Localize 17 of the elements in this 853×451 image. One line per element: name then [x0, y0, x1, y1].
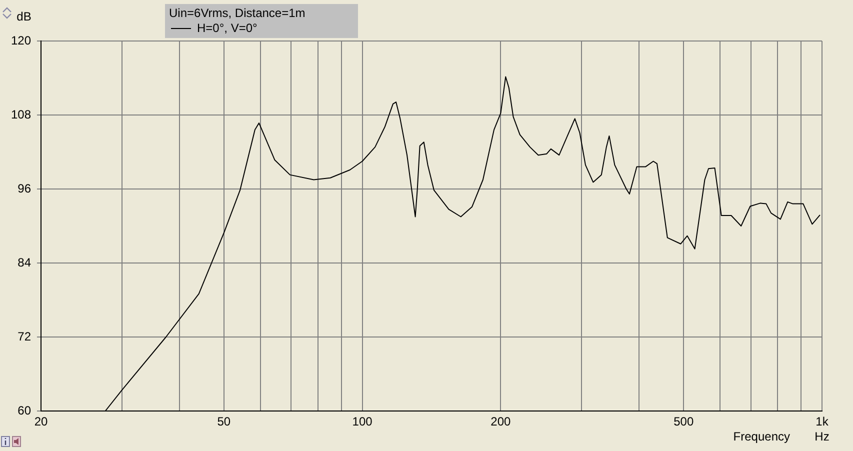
- y-tick-label: 108: [10, 107, 32, 122]
- y-tick-label: 60: [18, 403, 32, 418]
- x-axis-title: Frequency: [733, 429, 790, 444]
- y-tick-label: 96: [18, 181, 32, 196]
- x-tick-label: 200: [490, 414, 512, 429]
- x-tick-label: 500: [674, 414, 694, 429]
- x-tick-label: 20: [34, 414, 48, 429]
- x-tick-label: 100: [352, 414, 373, 429]
- y-tick-label: 84: [18, 255, 32, 270]
- y-axis-title: dB: [16, 9, 32, 24]
- y-tick-label: 120: [10, 33, 32, 48]
- x-tick-label: 1k: [816, 414, 830, 429]
- legend-title: Uin=6Vrms, Distance=1m: [169, 6, 306, 21]
- x-tick-label: 50: [217, 414, 231, 429]
- legend-label: H=0°, V=0°: [196, 21, 258, 36]
- y-tick-label: 72: [18, 329, 32, 344]
- text: Hz: [814, 429, 830, 444]
